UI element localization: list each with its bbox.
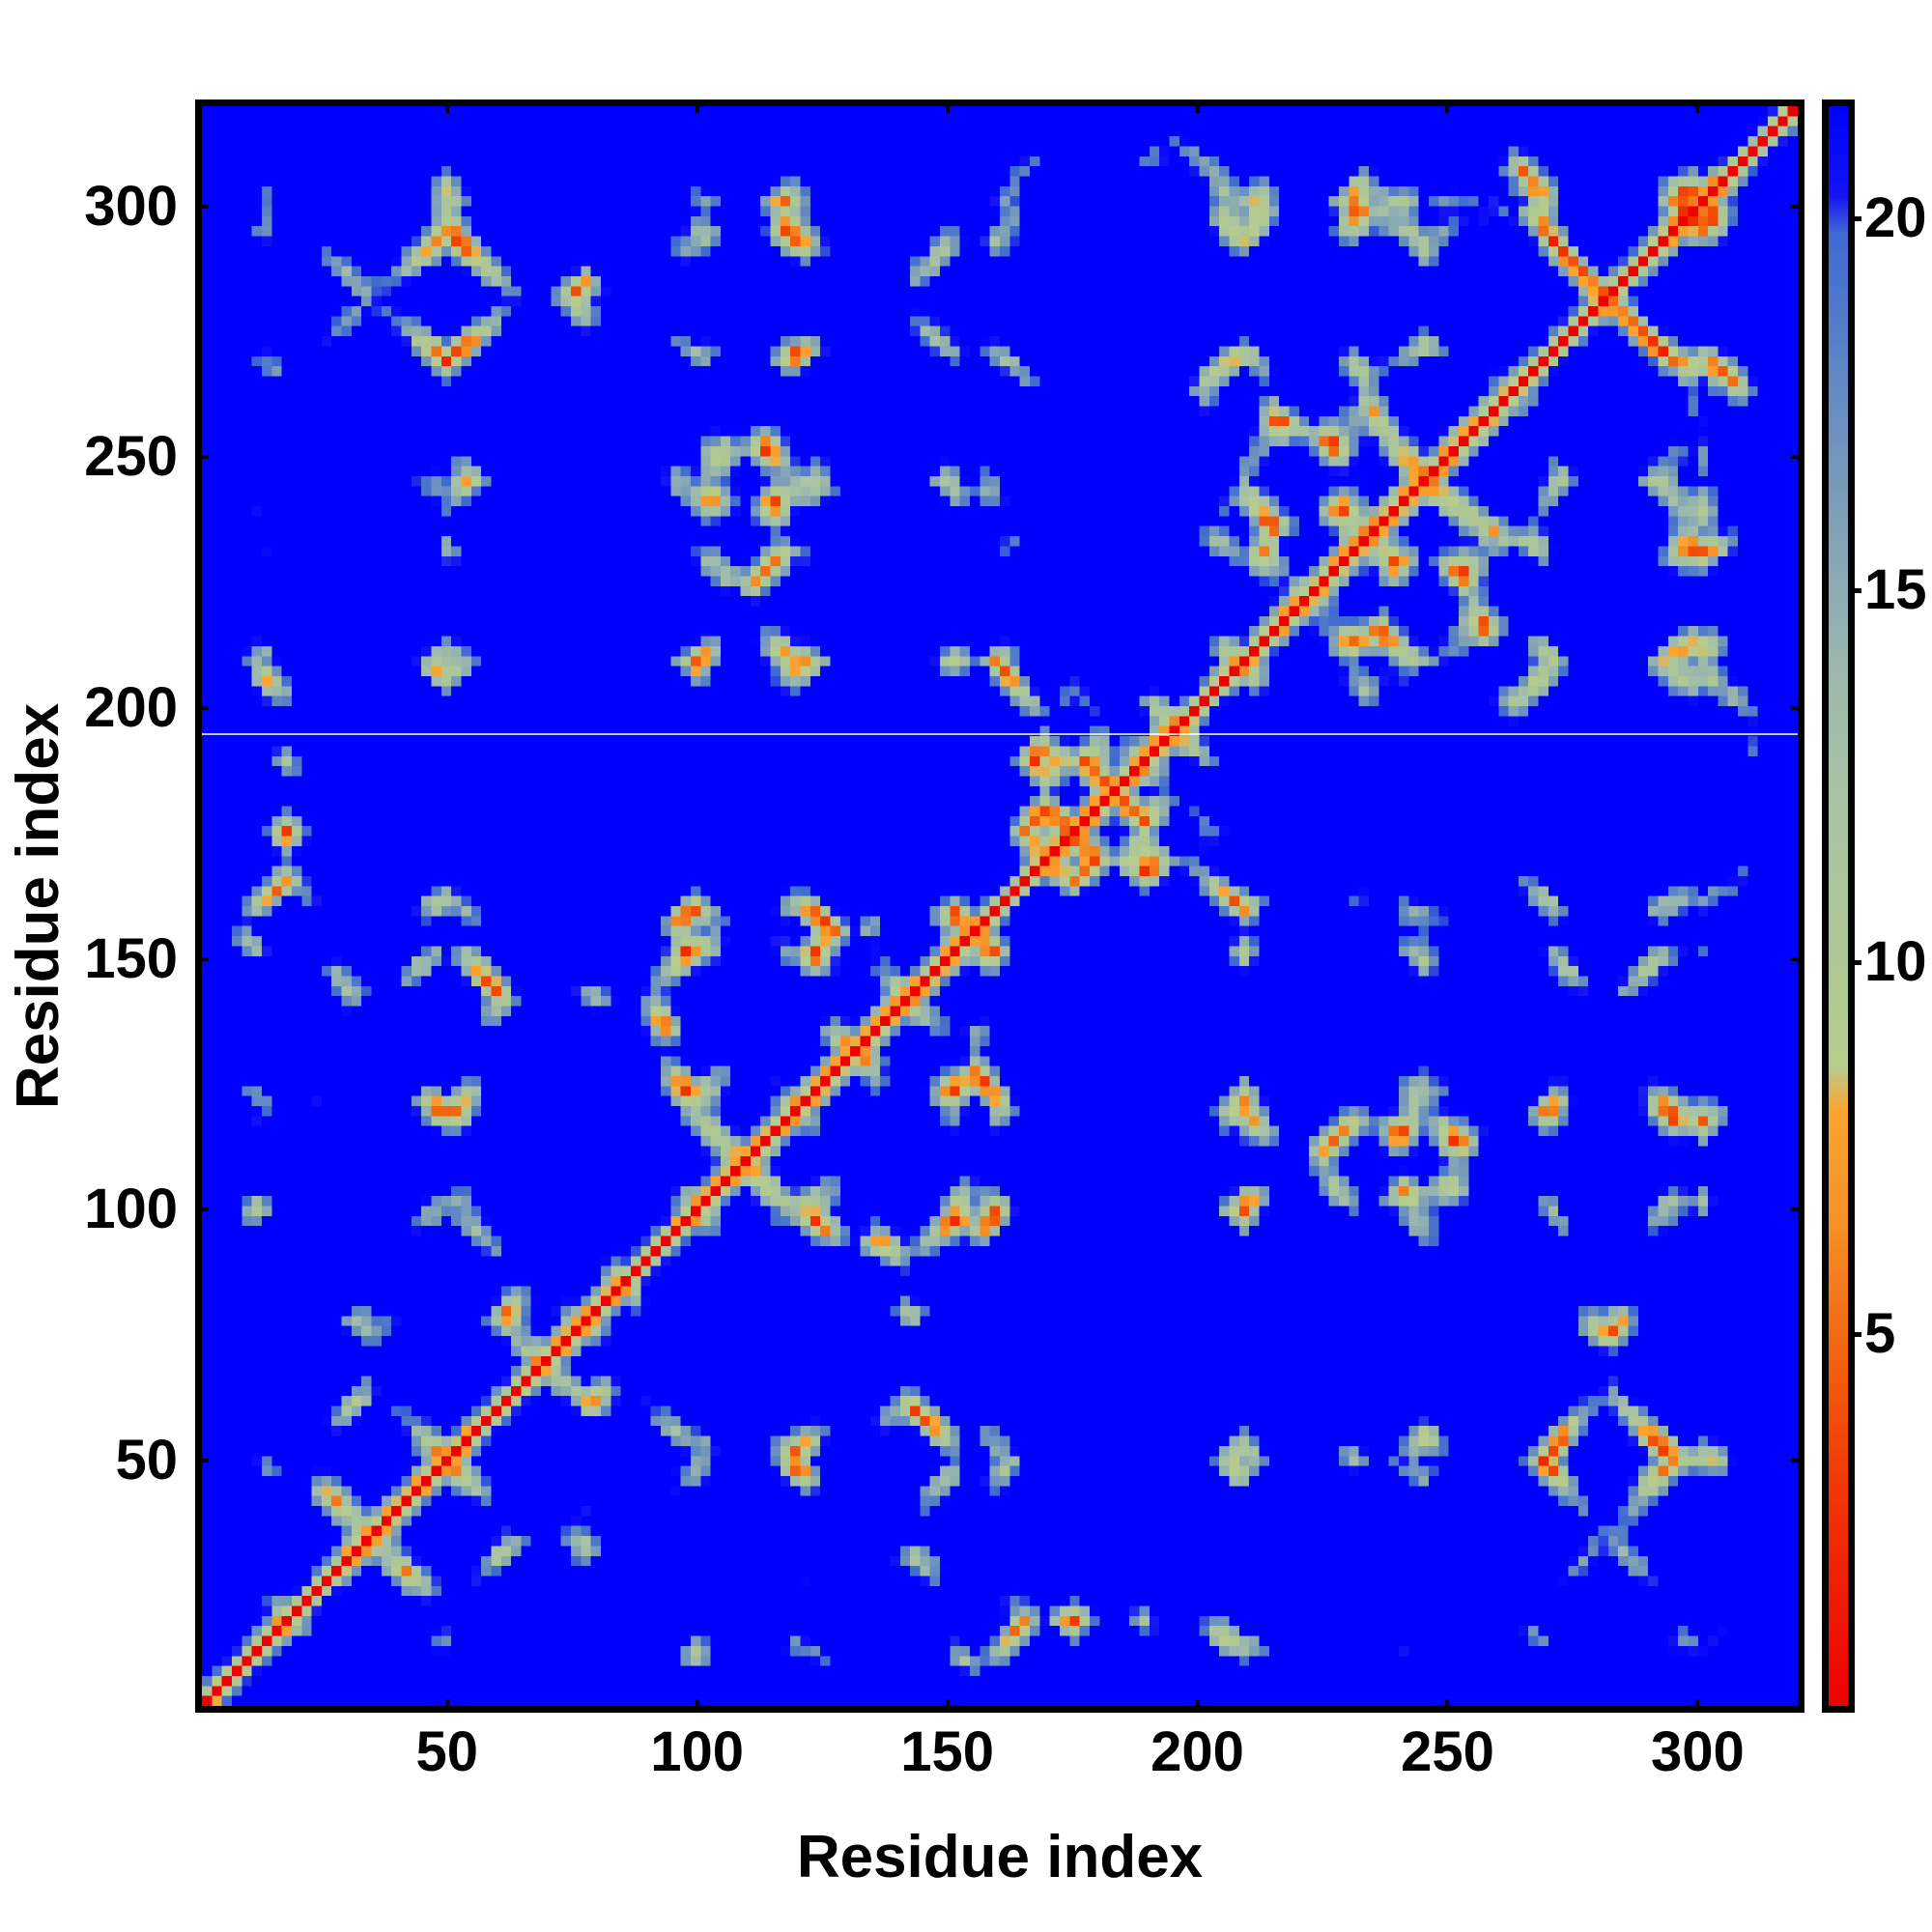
x-axis-tick	[1195, 1699, 1200, 1713]
x-tick-label: 250	[1401, 1720, 1494, 1783]
x-axis-title: Residue index	[796, 1824, 1204, 1890]
y-axis-tick	[1791, 956, 1804, 961]
colorbar-tick-label: 10	[1864, 929, 1927, 993]
y-tick-label: 100	[84, 1178, 178, 1241]
x-axis-tick	[945, 1699, 950, 1713]
y-axis-tick	[195, 455, 209, 460]
y-axis-tick	[195, 705, 209, 710]
heatmap-plot-area	[195, 99, 1804, 1713]
x-axis-tick	[444, 1699, 449, 1713]
x-axis-tick	[444, 99, 449, 113]
y-tick-label: 50	[115, 1428, 178, 1492]
y-axis-tick	[195, 1458, 209, 1463]
x-tick-label: 50	[415, 1720, 479, 1783]
y-tick-label: 150	[84, 926, 178, 990]
colorbar-gradient	[1829, 106, 1848, 1706]
y-axis-tick	[1791, 204, 1804, 209]
x-axis-tick	[1195, 99, 1200, 113]
y-axis-tick	[1791, 455, 1804, 460]
x-axis-tick	[695, 99, 699, 113]
y-axis-tick	[1791, 1208, 1804, 1212]
colorbar-tick	[1849, 959, 1861, 965]
x-axis-tick	[1445, 99, 1450, 113]
y-tick-label: 300	[84, 174, 178, 238]
y-axis-tick	[195, 956, 209, 961]
colorbar-tick-label: 15	[1864, 557, 1927, 621]
y-axis-tick	[195, 1208, 209, 1212]
colorbar-tick	[1849, 215, 1861, 221]
x-tick-label: 200	[1151, 1720, 1244, 1783]
distance-matrix-heatmap	[202, 106, 1798, 1706]
y-tick-label: 250	[84, 425, 178, 489]
y-axis-tick	[1791, 705, 1804, 710]
colorbar	[1822, 99, 1855, 1713]
x-axis-tick	[945, 99, 950, 113]
colorbar-tick-label: 20	[1864, 185, 1927, 249]
x-tick-label: 150	[900, 1720, 994, 1783]
x-axis-tick	[1445, 1699, 1450, 1713]
y-tick-label: 200	[84, 675, 178, 739]
y-axis-tick	[195, 204, 209, 209]
colorbar-tick	[1849, 587, 1861, 593]
colorbar-tick	[1849, 1331, 1861, 1337]
y-axis-tick	[1791, 1458, 1804, 1463]
y-axis-title-text: Residue index	[5, 702, 72, 1110]
x-axis-tick	[1695, 99, 1700, 113]
colorbar-tick-label: 5	[1864, 1301, 1896, 1365]
y-axis-title: Residue index	[0, 99, 77, 1713]
x-axis-tick	[695, 1699, 699, 1713]
x-tick-label: 300	[1651, 1720, 1745, 1783]
x-axis-tick	[1695, 1699, 1700, 1713]
x-tick-label: 100	[650, 1720, 745, 1783]
